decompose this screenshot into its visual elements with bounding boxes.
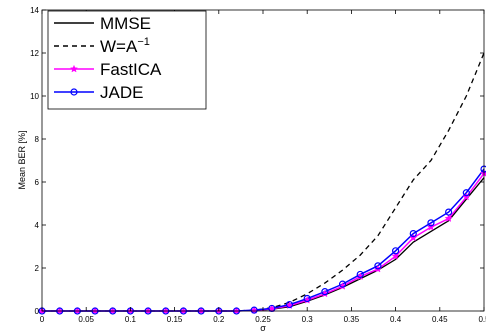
legend-label-text: MMSE [100,14,151,33]
legend-label-superscript: −1 [137,36,150,48]
x-tick-label: 0.1 [125,315,137,324]
data-point-2 [391,251,400,260]
tick-labels-layer: 0 0.05 0.1 0.15 0.2 0.25 0.3 0.35 0.4 0.45 0.5 0 2 4 6… [30,6,486,324]
x-tick-label: 0.25 [255,315,271,324]
legend-label-text: JADE [100,83,143,102]
ticks-layer [41,9,485,312]
x-tick-label: 0 [40,315,45,324]
x-axis-label: σ [260,323,266,332]
data-point-3 [374,262,382,270]
y-tick-label: 8 [35,135,40,144]
x-tick-label: 0.3 [302,315,314,324]
y-tick-label: 0 [35,307,40,316]
x-tick-label: 0.05 [78,315,94,324]
data-point-3 [392,247,400,255]
x-tick-label: 0.15 [167,315,183,324]
legend-label: MMSE [100,14,151,33]
data-point-3 [445,208,453,216]
data-point-2 [462,192,471,201]
y-tick-label: 2 [35,264,40,273]
data-point-2 [444,214,453,222]
legend-marker [70,88,78,96]
legend-label: JADE [100,83,143,102]
legend-label: FastICA [100,60,162,79]
y-tick-label: 10 [30,92,39,101]
y-tick-label: 4 [35,221,40,230]
data-point-3 [338,280,347,288]
legend-label-text: W=A [100,37,138,56]
data-point-3 [409,230,417,238]
data-point-2 [409,233,418,242]
data-point-3 [462,189,470,197]
data-point-3 [285,300,294,309]
y-tick-label: 6 [35,178,40,187]
legend-label-text: FastICA [100,60,162,79]
legend-marker [69,64,79,73]
data-point-3 [427,219,435,227]
legend-label: W=A−1 [100,36,150,56]
x-tick-label: 0.5 [478,315,486,324]
data-point-3 [250,306,258,314]
y-axis-label: Mean BER [%] [17,130,27,189]
x-tick-label: 0.45 [432,315,448,324]
data-point-3 [268,304,276,313]
x-tick-label: 0.2 [213,315,225,324]
data-point-3 [356,270,364,279]
x-tick-label: 0.4 [390,315,402,324]
data-point-2 [426,222,435,231]
legend: MMSE W=A−1 FastICA JADE [47,10,207,110]
data-point-3 [321,288,329,296]
x-tick-label: 0.35 [344,315,360,324]
y-tick-label: 14 [30,6,39,15]
y-tick-label: 12 [30,49,39,58]
data-point-3 [303,294,311,303]
